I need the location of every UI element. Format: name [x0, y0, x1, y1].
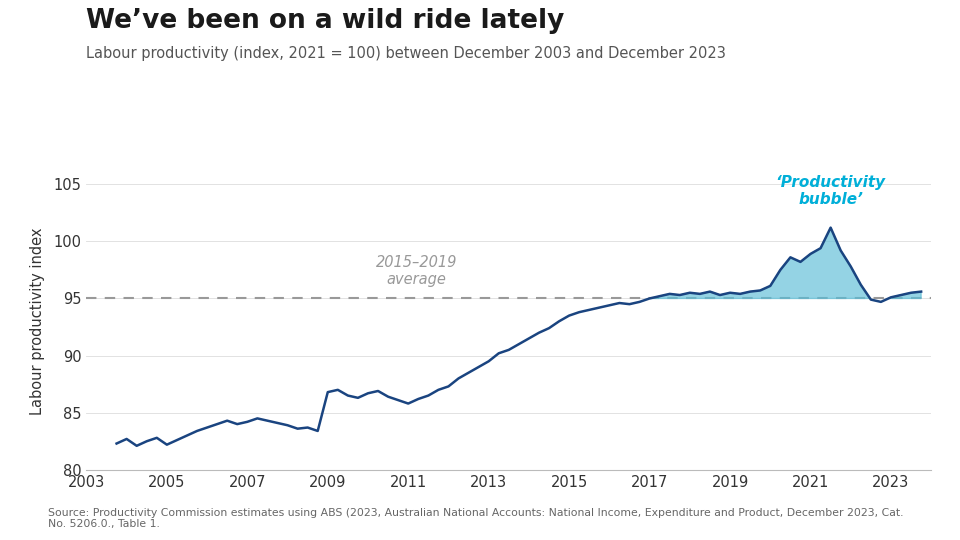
Text: Source: Productivity Commission estimates using ABS (2023, Australian National A: Source: Productivity Commission estimate… [48, 508, 903, 529]
Y-axis label: Labour productivity index: Labour productivity index [30, 227, 45, 415]
Text: We’ve been on a wild ride lately: We’ve been on a wild ride lately [86, 8, 564, 34]
Text: ‘Productivity
bubble’: ‘Productivity bubble’ [776, 174, 886, 207]
Text: 2015–2019
average: 2015–2019 average [375, 255, 457, 287]
Text: Labour productivity (index, 2021 = 100) between December 2003 and December 2023: Labour productivity (index, 2021 = 100) … [86, 46, 727, 61]
